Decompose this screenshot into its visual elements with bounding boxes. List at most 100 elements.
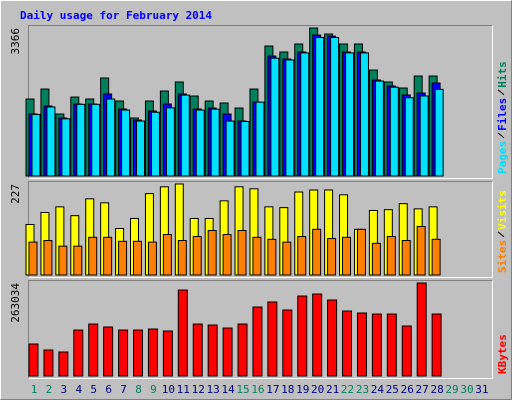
bar <box>327 238 337 276</box>
legend-label: Sites <box>496 240 509 273</box>
bar <box>267 238 277 276</box>
bar <box>150 111 160 177</box>
bar <box>389 86 399 177</box>
y-tick-label: 3366 <box>9 28 22 55</box>
legend-separator <box>497 89 505 96</box>
bar <box>91 103 101 177</box>
bar <box>285 59 295 177</box>
x-tick-label: 22 <box>341 383 354 396</box>
bar <box>177 240 187 276</box>
bar <box>177 289 188 377</box>
legend-label: Pages <box>496 141 509 174</box>
bar <box>147 328 158 377</box>
bar <box>46 106 56 177</box>
bar <box>88 236 98 276</box>
x-tick-label: 8 <box>135 383 142 396</box>
bar <box>88 323 99 377</box>
bar <box>356 228 366 276</box>
bar <box>237 323 248 377</box>
bar <box>237 230 247 276</box>
x-tick-label: 23 <box>356 383 369 396</box>
bar <box>58 245 68 276</box>
bar <box>225 120 235 177</box>
x-tick-label: 12 <box>192 383 205 396</box>
legend-label: KBytes <box>496 334 509 374</box>
bar <box>76 103 86 177</box>
x-tick-label: 14 <box>221 383 235 396</box>
panel-edge <box>28 25 493 179</box>
bar <box>222 327 233 377</box>
bar <box>103 326 114 377</box>
x-tick-label: 10 <box>162 383 175 396</box>
x-tick-label: 31 <box>475 383 488 396</box>
bar <box>192 236 202 276</box>
bar <box>282 241 292 276</box>
bar <box>252 236 262 276</box>
x-tick-label: 25 <box>386 383 399 396</box>
bar <box>133 329 144 377</box>
x-tick-label: 4 <box>75 383 82 396</box>
legend-label: Visits <box>496 190 509 230</box>
bar <box>374 80 384 177</box>
x-tick-label: 13 <box>207 383 220 396</box>
bar <box>434 88 444 177</box>
bar <box>297 236 307 276</box>
x-tick-label: 20 <box>311 383 324 396</box>
bar <box>359 52 369 177</box>
bar <box>297 295 308 377</box>
bar <box>267 301 278 377</box>
bar <box>103 236 113 276</box>
legend-label: Hits <box>496 61 509 88</box>
x-tick-label: 28 <box>430 383 443 396</box>
x-tick-label: 7 <box>120 383 127 396</box>
bar <box>416 225 426 276</box>
bar <box>28 343 39 377</box>
x-tick-label: 1 <box>31 383 38 396</box>
bar <box>356 312 367 377</box>
bar <box>312 293 323 377</box>
panel-edge <box>28 181 493 278</box>
x-tick-label: 30 <box>460 383 473 396</box>
y-tick-label: 263034 <box>9 283 22 323</box>
bar <box>312 228 322 276</box>
bar <box>133 240 143 276</box>
x-tick-label: 21 <box>326 383 339 396</box>
bar <box>207 324 218 377</box>
x-tick-label: 27 <box>416 383 429 396</box>
bar <box>28 241 38 276</box>
bar <box>147 241 157 276</box>
bar <box>416 282 427 377</box>
chart-title: Daily usage for February 2014 <box>20 9 212 22</box>
bar <box>162 234 172 276</box>
bar <box>330 36 340 177</box>
legend-separator <box>497 132 505 139</box>
x-tick-label: 9 <box>150 383 157 396</box>
bar <box>207 230 217 276</box>
bar <box>240 120 250 177</box>
bar <box>192 323 203 377</box>
bar <box>371 313 382 377</box>
bar <box>431 238 441 276</box>
bar <box>270 57 280 177</box>
x-tick-label: 24 <box>371 383 385 396</box>
bar <box>342 236 352 276</box>
bar <box>118 329 129 377</box>
bar <box>118 240 128 276</box>
bar <box>315 36 325 177</box>
bar <box>61 118 71 177</box>
legend-separator <box>497 231 505 238</box>
bar <box>210 108 220 177</box>
panel-edge <box>28 280 493 379</box>
bar <box>195 109 205 177</box>
x-tick-label: 15 <box>236 383 249 396</box>
bar <box>252 306 263 377</box>
bar <box>73 245 83 276</box>
bar <box>180 94 190 177</box>
bar <box>136 120 146 177</box>
bar <box>165 107 175 177</box>
bar <box>106 98 116 177</box>
bar <box>43 240 53 276</box>
bar <box>73 329 84 377</box>
